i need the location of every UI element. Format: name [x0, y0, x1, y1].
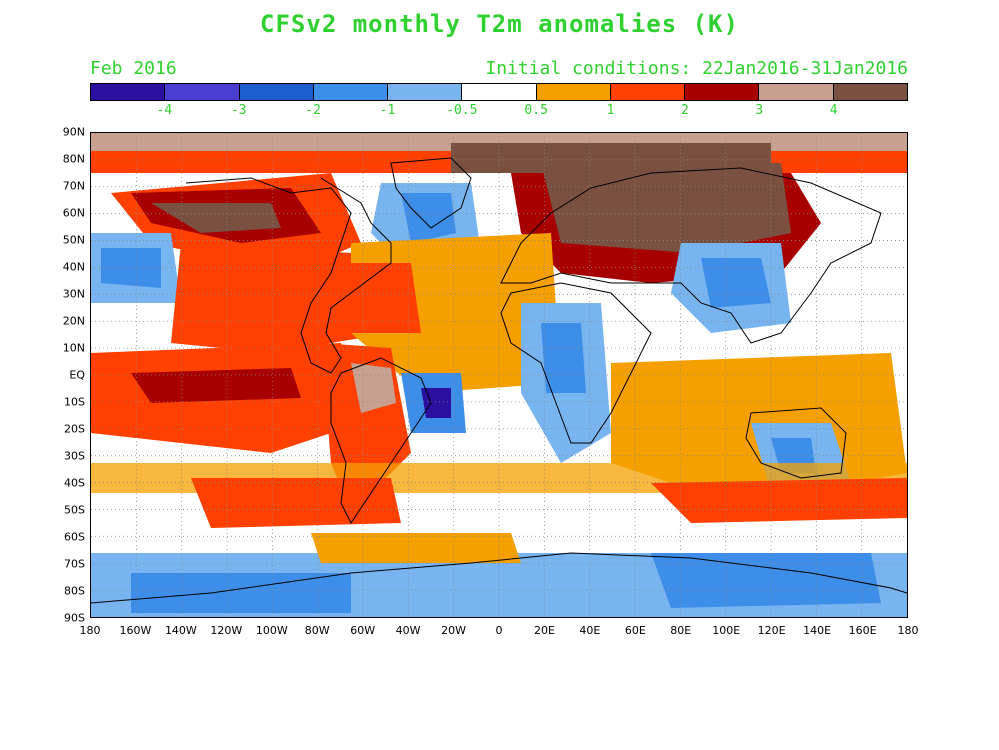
colorbar-swatch: [165, 84, 240, 100]
colorbar-label: 1: [606, 103, 615, 118]
map-shading: [91, 133, 907, 617]
colorbar-label: 0.5: [524, 103, 548, 118]
lon-label: 0: [495, 624, 503, 637]
colorbar-swatch: [685, 84, 760, 100]
lat-label: 60N: [62, 206, 85, 220]
colorbar-label: -1: [379, 103, 396, 118]
colorbar-swatch: [388, 84, 463, 100]
coastlines: [91, 157, 907, 604]
lon-label: 60W: [350, 624, 376, 637]
colorbar: [90, 83, 908, 101]
anomaly-map: [91, 133, 907, 617]
lon-label: 40E: [579, 624, 601, 637]
lat-label: 20S: [64, 422, 85, 436]
colorbar-swatch: [313, 84, 389, 100]
lon-label: 60E: [624, 624, 646, 637]
colorbar-swatch: [759, 84, 834, 100]
colorbar-labels: -4 -3 -2 -1 -0.5 0.5 1 2 3 4: [90, 103, 908, 119]
lat-label: 70S: [64, 557, 85, 571]
colorbar-swatch: [91, 84, 166, 100]
lat-label: 10N: [62, 341, 85, 355]
lon-label: 40W: [395, 624, 421, 637]
initial-conditions: Initial conditions: 22Jan2016-31Jan2016: [485, 58, 908, 79]
colorbar-label: -2: [305, 103, 321, 118]
lon-label: 140W: [164, 624, 197, 637]
colorbar-swatch: [833, 84, 907, 100]
lon-label: 100W: [255, 624, 288, 637]
map-title: CFSv2 monthly T2m anomalies (K): [260, 10, 739, 38]
lon-label: 20W: [441, 624, 466, 637]
colorbar-swatch: [239, 84, 314, 100]
lat-label: 60S: [64, 530, 85, 544]
lon-label: 80E: [670, 624, 692, 637]
lat-label: 80S: [64, 584, 85, 598]
colorbar-label: 2: [680, 103, 689, 118]
lon-label: 120W: [210, 624, 243, 637]
lat-label: 20N: [62, 314, 85, 328]
forecast-month: Feb 2016: [90, 58, 177, 79]
lon-label: 160E: [848, 624, 877, 637]
lat-label: 50N: [62, 233, 85, 247]
colorbar-swatch: [462, 84, 537, 100]
colorbar-swatch: [536, 84, 611, 100]
lat-label: 40N: [62, 260, 85, 274]
lon-label: 140E: [803, 624, 832, 637]
map-frame: [90, 132, 908, 618]
lat-label: 40S: [64, 476, 85, 490]
lat-label: 90S: [64, 611, 85, 625]
colorbar-label: -3: [230, 103, 247, 118]
lon-label: 120E: [757, 624, 786, 637]
lat-label: 50S: [64, 503, 85, 517]
lon-label: 100E: [712, 624, 741, 637]
colorbar-label: -4: [156, 103, 173, 118]
colorbar-label: -0.5: [446, 103, 478, 118]
lat-label: 80N: [62, 152, 85, 166]
lon-label: 80W: [304, 624, 330, 637]
lon-label: 180: [79, 624, 101, 637]
lat-label: 90N: [62, 125, 85, 139]
colorbar-label: 4: [829, 103, 838, 118]
colorbar-swatch: [610, 84, 686, 100]
lat-label: EQ: [69, 368, 85, 382]
lon-label: 160W: [119, 624, 152, 637]
lon-label: 180: [897, 624, 919, 637]
colorbar-label: 3: [755, 103, 764, 118]
lat-label: 30N: [62, 287, 85, 301]
lat-label: 70N: [62, 179, 85, 193]
lat-label: 30S: [64, 449, 85, 463]
lat-label: 10S: [64, 395, 85, 409]
graticule: [91, 133, 907, 617]
lon-label: 20E: [533, 624, 555, 637]
